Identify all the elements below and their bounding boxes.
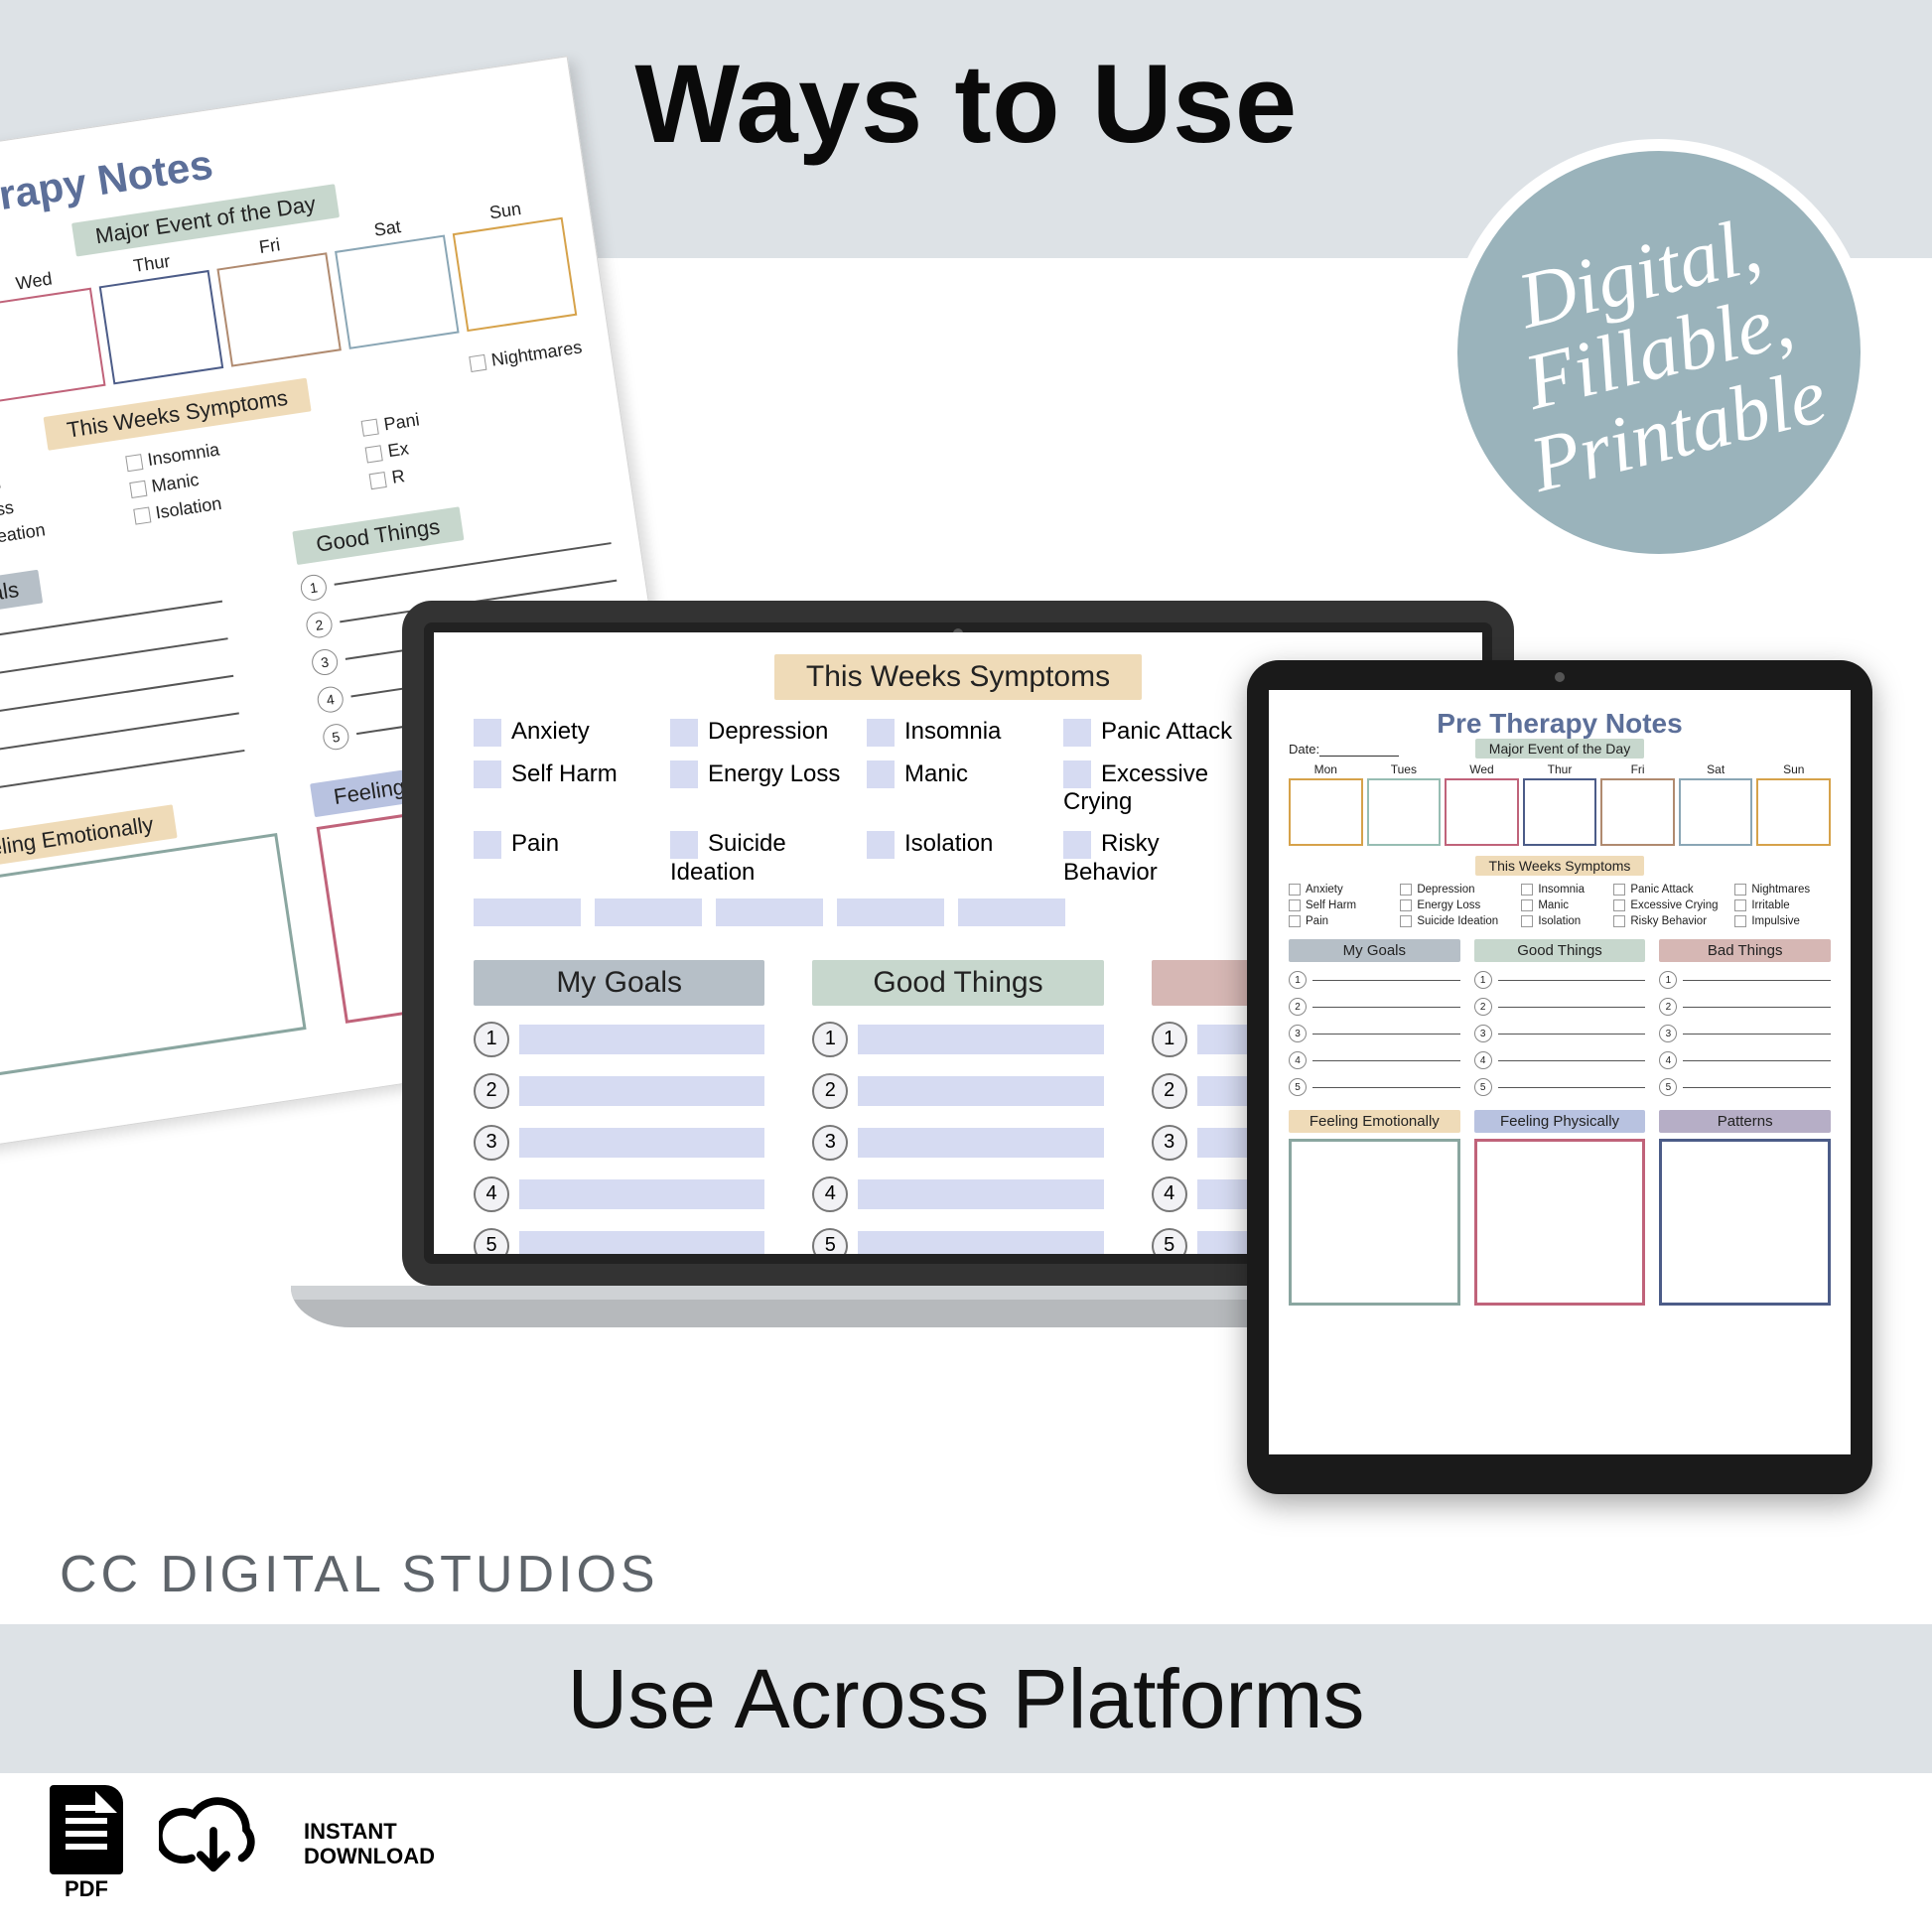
laptop-symptom: Suicide Ideation: [670, 830, 853, 887]
brand-label: CC DIGITAL STUDIOS: [60, 1545, 659, 1604]
laptop-symptom: Insomnia: [867, 718, 1049, 747]
laptop-symptom: Pain: [474, 830, 656, 887]
footer-icons: PDF INSTANT DOWNLOAD: [50, 1785, 435, 1902]
tablet-num-line: 4: [1659, 1051, 1831, 1069]
paper-day: Sun: [449, 193, 577, 332]
tablet-num-line: 1: [1659, 971, 1831, 989]
mockup-canvas: Pre Therapy Notes Major Event of the Day…: [0, 258, 1932, 1598]
tablet-symptom: Energy Loss: [1400, 899, 1515, 911]
subtitle-band: Use Across Platforms: [0, 1624, 1932, 1773]
tablet-num-line: 2: [1289, 998, 1460, 1016]
laptop-num-line: 2: [474, 1073, 764, 1109]
paper-day: Fri: [213, 227, 342, 366]
tablet-symptom: Panic Attack: [1613, 884, 1728, 896]
laptop-symptom: Excessive Crying: [1063, 760, 1246, 817]
laptop-num-line: 4: [474, 1176, 764, 1212]
tablet-date-label: Date:: [1289, 742, 1319, 757]
tablet-num-line: 2: [1659, 998, 1831, 1016]
laptop-num-line: 2: [812, 1073, 1103, 1109]
tablet-symptom: Depression: [1400, 884, 1515, 896]
laptop-num-line: 5: [474, 1228, 764, 1254]
paper-day: Thur: [95, 245, 223, 384]
laptop-num-line: 4: [812, 1176, 1103, 1212]
tablet-day: Fri: [1600, 762, 1675, 846]
tablet-symptom: Suicide Ideation: [1400, 915, 1515, 927]
tablet-symptom: Self Harm: [1289, 899, 1394, 911]
paper-symp-nightmares: Nightmares: [490, 337, 584, 369]
tablet-symptom: Manic: [1521, 899, 1607, 911]
laptop-symptoms-title: This Weeks Symptoms: [774, 654, 1142, 700]
tablet-day: Sat: [1679, 762, 1753, 846]
tablet-phys-title: Feeling Physically: [1474, 1110, 1646, 1133]
tablet-day: Wed: [1445, 762, 1519, 846]
tablet-num-line: 3: [1289, 1025, 1460, 1042]
tablet-pat-title: Patterns: [1659, 1110, 1831, 1133]
tablet-symptom: Excessive Crying: [1613, 899, 1728, 911]
tablet-mockup: Pre Therapy Notes Date: Major Event of t…: [1247, 660, 1872, 1494]
download-label: INSTANT DOWNLOAD: [304, 1819, 435, 1869]
tablet-major-label: Major Event of the Day: [1475, 739, 1644, 759]
tablet-symptoms-title: This Weeks Symptoms: [1475, 856, 1645, 876]
tablet-num-line: 3: [1474, 1025, 1646, 1042]
laptop-num-line: 3: [474, 1125, 764, 1161]
laptop-symptom: Risky Behavior: [1063, 830, 1246, 887]
paper-day: Wed: [0, 263, 106, 402]
tablet-num-line: 1: [1474, 971, 1646, 989]
tablet-bad-title: Bad Things: [1659, 939, 1831, 962]
tablet-symptom: Pain: [1289, 915, 1394, 927]
laptop-num-line: 3: [812, 1125, 1103, 1161]
laptop-num-line: 1: [474, 1022, 764, 1057]
tablet-goals-title: My Goals: [1289, 939, 1460, 962]
laptop-symptom: Energy Loss: [670, 760, 853, 817]
laptop-symptom: Isolation: [867, 830, 1049, 887]
tablet-symptom: Anxiety: [1289, 884, 1394, 896]
laptop-goals-title: My Goals: [474, 960, 764, 1006]
subtitle: Use Across Platforms: [568, 1651, 1365, 1747]
tablet-num-line: 4: [1289, 1051, 1460, 1069]
tablet-num-line: 5: [1659, 1078, 1831, 1096]
tablet-day: Sun: [1756, 762, 1831, 846]
tablet-num-line: 5: [1289, 1078, 1460, 1096]
tablet-symptom: Isolation: [1521, 915, 1607, 927]
tablet-num-line: 2: [1474, 998, 1646, 1016]
laptop-symptom: Self Harm: [474, 760, 656, 817]
laptop-num-line: 5: [812, 1228, 1103, 1254]
tablet-symptom: Risky Behavior: [1613, 915, 1728, 927]
laptop-symptom: Manic: [867, 760, 1049, 817]
tablet-good-title: Good Things: [1474, 939, 1646, 962]
tablet-num-line: 4: [1474, 1051, 1646, 1069]
laptop-symptom: Panic Attack: [1063, 718, 1246, 747]
tablet-emo-title: Feeling Emotionally: [1289, 1110, 1460, 1133]
tablet-day: Thur: [1523, 762, 1597, 846]
tablet-symptom: Impulsive: [1734, 915, 1831, 927]
download-icon: [159, 1787, 268, 1901]
tablet-num-line: 3: [1659, 1025, 1831, 1042]
laptop-num-line: 1: [812, 1022, 1103, 1057]
pdf-icon: PDF: [50, 1785, 123, 1902]
laptop-good-title: Good Things: [812, 960, 1103, 1006]
tablet-day: Tues: [1367, 762, 1442, 846]
tablet-num-line: 1: [1289, 971, 1460, 989]
tablet-day: Mon: [1289, 762, 1363, 846]
tablet-symptom: Nightmares: [1734, 884, 1831, 896]
tablet-num-line: 5: [1474, 1078, 1646, 1096]
tablet-symptom: Irritable: [1734, 899, 1831, 911]
tablet-title: Pre Therapy Notes: [1289, 708, 1831, 740]
paper-day: Sat: [331, 210, 459, 349]
laptop-symptom: Anxiety: [474, 718, 656, 747]
pdf-label: PDF: [65, 1876, 108, 1902]
laptop-symptom: Depression: [670, 718, 853, 747]
tablet-symptom: Insomnia: [1521, 884, 1607, 896]
